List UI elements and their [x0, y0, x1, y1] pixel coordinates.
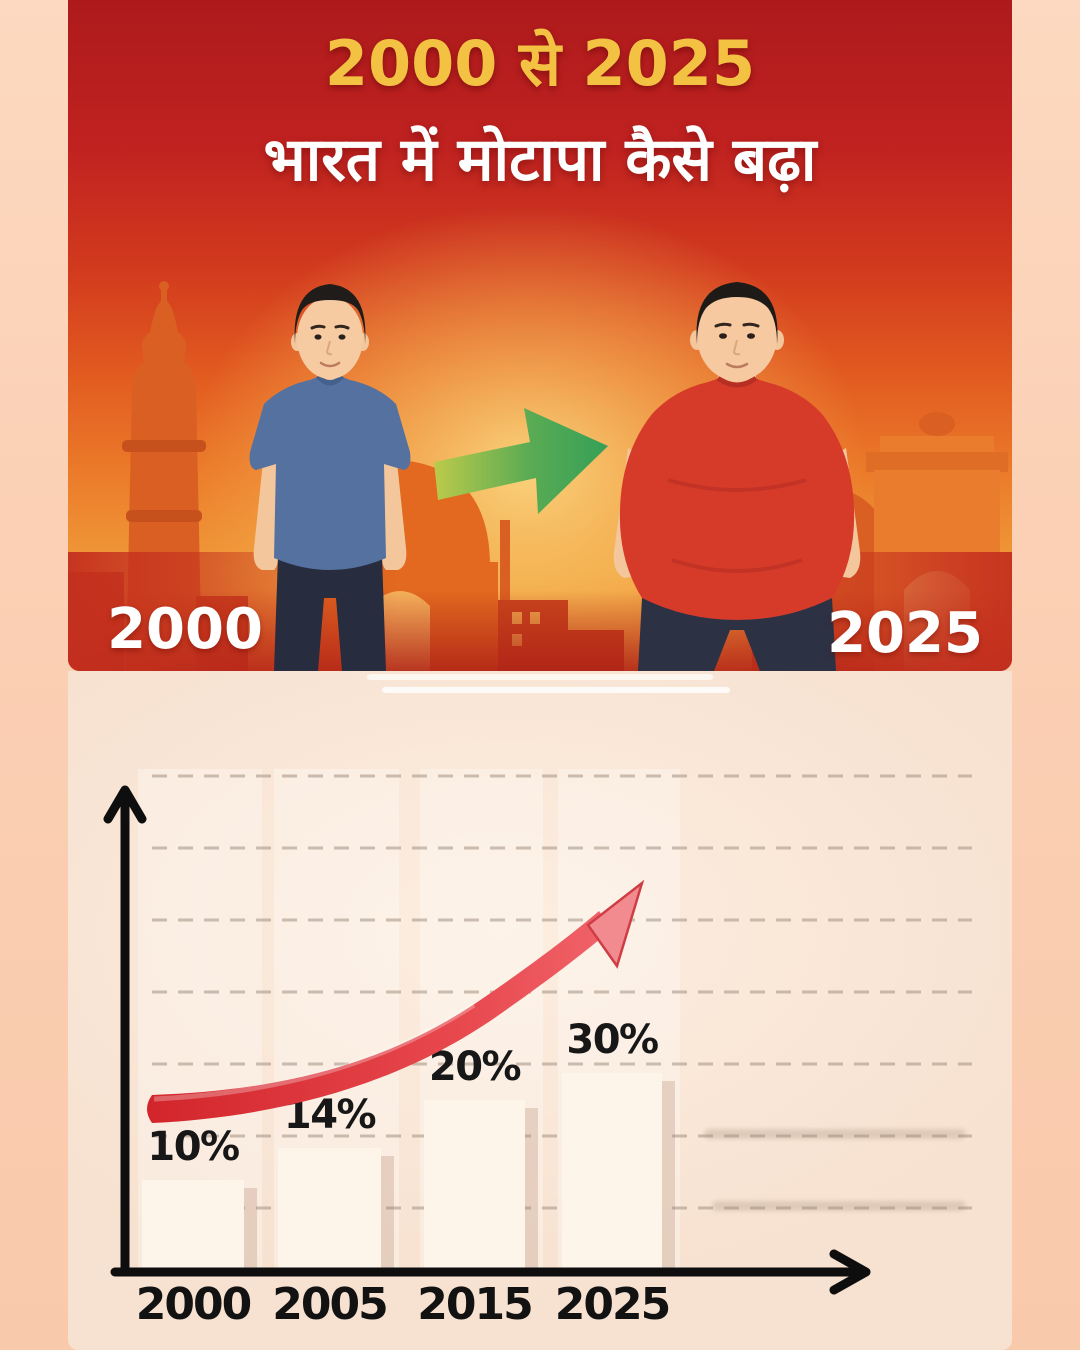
obesity-bar-chart: 10%14%20%30% 2000 2005 2015 2025 — [103, 769, 972, 1330]
bars: 10%14%20%30% — [142, 1017, 675, 1268]
x-tick-label-2005: 2005 — [272, 1279, 386, 1330]
bar-value-label-2025: 30% — [566, 1017, 658, 1063]
bar-shadow-2000 — [244, 1188, 257, 1268]
trend-arrow — [147, 879, 645, 1123]
hero-scene-art: 2000 2025 — [68, 205, 1012, 671]
bar-shadow-2005 — [381, 1156, 394, 1268]
bar-shadow-2025 — [662, 1081, 675, 1268]
x-tick-label-2000: 2000 — [136, 1279, 251, 1330]
bar-2025 — [562, 1073, 662, 1268]
faint-smudge-text — [712, 1201, 966, 1211]
bar-value-label-2000: 10% — [147, 1124, 239, 1170]
hero-year-left: 2000 — [107, 597, 263, 662]
ghost-line — [367, 674, 713, 680]
headline-hindi: भारत में मोटापा कैसे बढ़ा — [263, 125, 817, 195]
x-axis-arrowhead — [829, 1249, 871, 1295]
fat-man-2025 — [613, 282, 861, 671]
bar-2000 — [142, 1180, 244, 1268]
hero-illustration: 2000 2025 2000 से 2025 भारत में मोटापा क… — [68, 0, 1012, 671]
bar-shadow-2015 — [525, 1108, 538, 1268]
bar-value-label-2015: 20% — [429, 1044, 521, 1090]
x-tick-label-2025: 2025 — [555, 1279, 669, 1330]
axes — [103, 785, 871, 1295]
bar-2005 — [278, 1148, 381, 1268]
ghost-line — [382, 687, 730, 693]
green-right-arrow-icon — [434, 408, 608, 514]
faint-smudge-text — [704, 1129, 966, 1139]
bar-2015 — [424, 1100, 525, 1268]
headline-years: 2000 से 2025 — [324, 27, 756, 100]
x-tick-labels: 2000 2005 2015 2025 — [136, 1279, 671, 1330]
y-axis-arrowhead — [103, 785, 147, 824]
x-tick-label-2015: 2015 — [417, 1279, 531, 1330]
thin-man-2000 — [249, 284, 411, 671]
hero-year-right: 2025 — [827, 601, 983, 666]
chart-panel: 10% 14% 20% 30% 2000 2005 2015 2025 — [68, 671, 1012, 1350]
